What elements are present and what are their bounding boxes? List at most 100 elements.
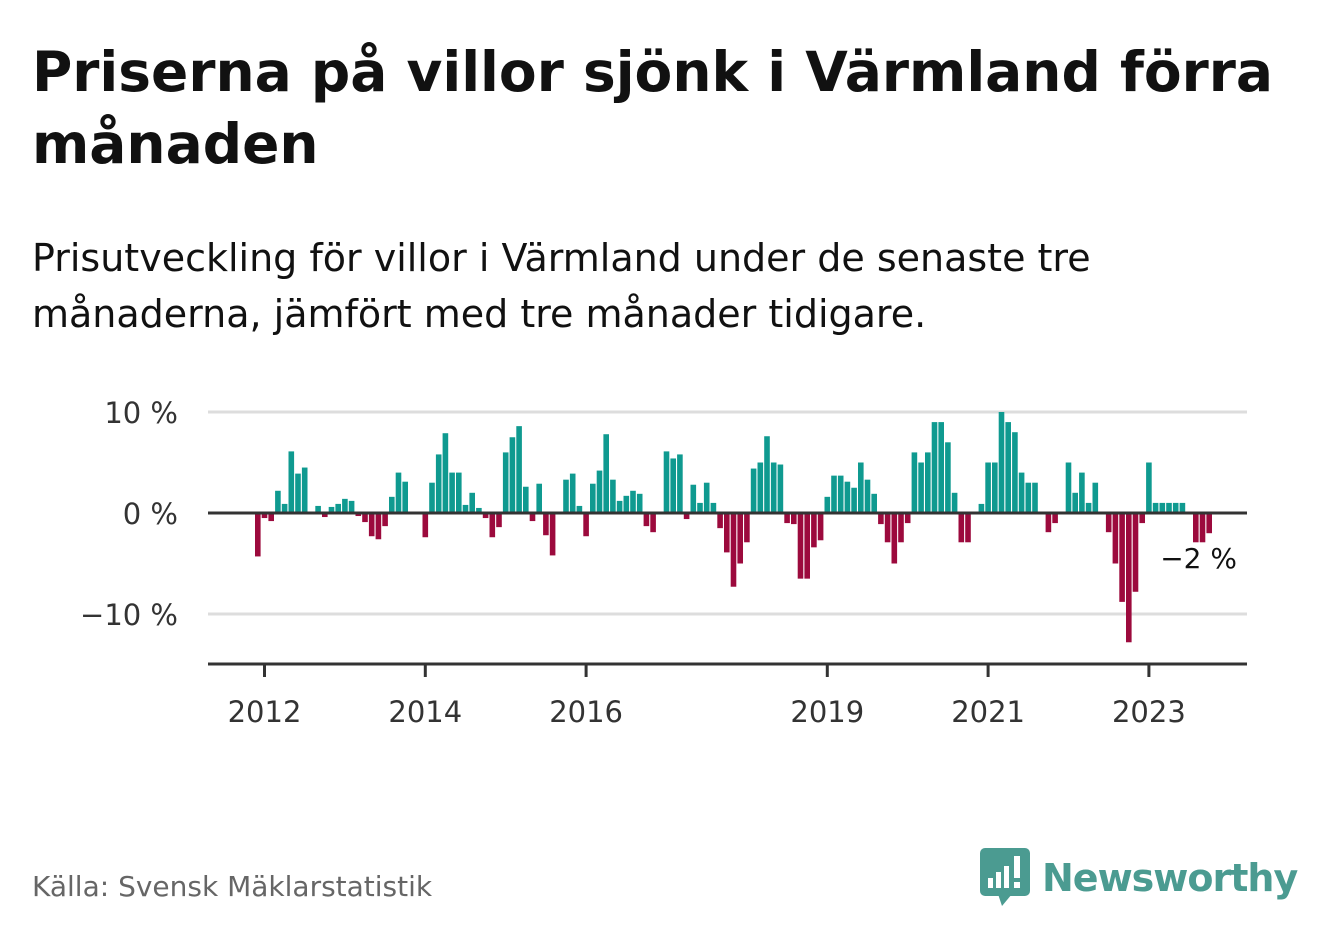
- bar: [1146, 462, 1152, 513]
- bar: [1079, 472, 1085, 513]
- bar: [1025, 482, 1032, 513]
- bar: [1045, 513, 1052, 533]
- bar: [1065, 462, 1072, 513]
- x-tick-label: 2021: [951, 695, 1025, 729]
- x-tick-label: 2012: [228, 695, 302, 729]
- bar: [938, 422, 944, 513]
- bar: [730, 513, 737, 587]
- bar: [1172, 502, 1179, 513]
- bar-chart: 10 % 0 % −10 % 2012 2014 2016 2019 2021 2023 −2…: [80, 396, 1247, 729]
- bar: [784, 513, 790, 524]
- bar: [402, 481, 408, 513]
- bar: [643, 513, 650, 527]
- bar: [1132, 513, 1139, 592]
- bar: [864, 479, 871, 513]
- bar: [650, 513, 656, 533]
- bar: [811, 513, 817, 548]
- bar: [1052, 513, 1058, 524]
- bar: [1199, 513, 1206, 543]
- bar: [1139, 513, 1145, 524]
- source-note: Källa: Svensk Mäklarstatistik: [32, 870, 433, 903]
- bar: [1018, 472, 1025, 513]
- bar: [261, 513, 268, 519]
- bar: [1072, 492, 1078, 513]
- bar: [824, 496, 831, 513]
- newsworthy-logo[interactable]: Newsworthy: [980, 848, 1298, 908]
- bar: [724, 513, 730, 553]
- bar: [1105, 513, 1112, 533]
- bar: [904, 513, 911, 524]
- bar: [717, 513, 723, 529]
- bar: [1012, 432, 1018, 513]
- bar: [536, 483, 542, 513]
- bar: [462, 504, 469, 513]
- grid-lines: [208, 410, 1247, 616]
- bar: [496, 513, 502, 528]
- bar-series: [255, 412, 1212, 643]
- bar: [837, 475, 844, 513]
- bar: [328, 506, 335, 513]
- y-tick-label: 0 %: [123, 497, 178, 531]
- bar: [516, 426, 522, 513]
- bar: [603, 434, 609, 513]
- bar: [362, 513, 368, 523]
- bar: [382, 513, 388, 527]
- bar: [851, 487, 857, 513]
- bar: [1152, 502, 1159, 513]
- bar: [563, 479, 569, 513]
- bar: [429, 482, 435, 513]
- bar: [951, 492, 958, 513]
- bar: [1092, 482, 1099, 513]
- bar: [925, 452, 931, 513]
- bar: [509, 437, 516, 513]
- bar: [878, 513, 884, 525]
- bar: [978, 503, 985, 513]
- bar: [697, 502, 703, 513]
- bar: [1193, 513, 1199, 543]
- bar: [931, 422, 938, 513]
- bar: [945, 442, 951, 513]
- bar: [623, 495, 630, 513]
- bar: [348, 500, 355, 513]
- bar: [891, 513, 898, 564]
- bar: [569, 473, 576, 513]
- bar: [449, 472, 455, 513]
- bar: [898, 513, 904, 543]
- bar: [884, 513, 891, 543]
- newsworthy-logo-text: Newsworthy: [1042, 856, 1298, 900]
- x-tick-label: 2014: [388, 695, 462, 729]
- y-tick-label: 10 %: [104, 396, 178, 430]
- bar: [435, 454, 442, 513]
- bar: [549, 513, 556, 556]
- bar: [375, 513, 382, 540]
- bar: [616, 500, 623, 513]
- last-value-annotation: −2 %: [1160, 542, 1237, 575]
- bar: [442, 433, 449, 513]
- bar: [255, 513, 261, 557]
- bar: [992, 462, 998, 513]
- bar: [590, 483, 596, 513]
- bar: [630, 490, 636, 513]
- bar: [502, 452, 509, 513]
- bar: [301, 467, 308, 513]
- bar: [335, 503, 341, 513]
- bar: [858, 462, 864, 513]
- bar: [710, 502, 717, 513]
- bar: [791, 513, 797, 525]
- bar: [703, 482, 710, 513]
- bar: [670, 458, 676, 513]
- bar: [636, 493, 643, 513]
- y-axis-tick-labels: 10 % 0 % −10 %: [80, 396, 178, 632]
- bar: [489, 513, 496, 538]
- bar: [355, 513, 362, 517]
- bar: [677, 454, 683, 513]
- bar: [583, 513, 589, 537]
- bar: [757, 462, 764, 513]
- chart-title: Priserna på villor sjönk i Värmland förr…: [32, 40, 1274, 176]
- bar: [322, 513, 328, 518]
- bar: [576, 505, 583, 513]
- bar: [958, 513, 965, 543]
- bar: [1206, 513, 1212, 534]
- bar: [663, 451, 670, 513]
- bar: [610, 479, 616, 513]
